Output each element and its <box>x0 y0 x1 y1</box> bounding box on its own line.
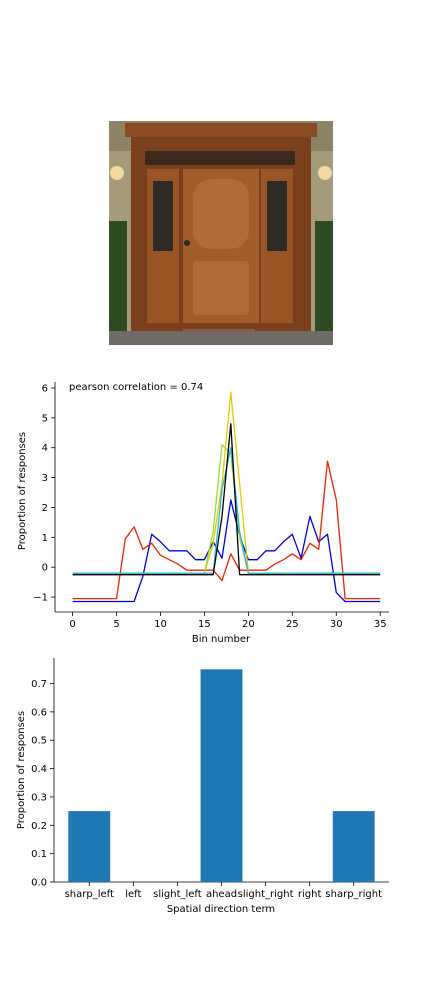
line-chart-annotation: pearson correlation = 0.74 <box>69 382 203 393</box>
photo-transom <box>145 151 295 165</box>
line-chart-x-tick-label: 20 <box>242 619 255 630</box>
photo-lamp-right <box>318 166 332 180</box>
line-chart-x-tick-label: 35 <box>374 619 387 630</box>
photo-sidelight-glass-right <box>267 181 287 251</box>
line-chart-y-tick-label: 1 <box>42 533 48 544</box>
line-chart-y-tick-label: 0 <box>42 563 48 574</box>
bar-chart-x-tick-label: right <box>298 889 322 900</box>
line-chart-y-tick-label: −1 <box>33 593 48 604</box>
photo-door-knob <box>184 240 190 246</box>
line-chart-y-label: Proportion of responses <box>17 432 28 550</box>
line-chart-x-tick-label: 25 <box>286 619 299 630</box>
bar-chart-y-tick-label: 0.1 <box>31 849 47 860</box>
bar-sharp-left <box>68 811 111 882</box>
line-chart-x-tick-label: 10 <box>154 619 167 630</box>
photo-cornice <box>125 123 317 137</box>
line-series-1 <box>72 499 381 603</box>
line-chart-x-tick-label: 30 <box>330 619 343 630</box>
photo-door-panel-top <box>193 179 249 249</box>
line-chart-x-tick-label: 5 <box>113 619 119 630</box>
bar-chart-x-tick-label: left <box>125 889 141 900</box>
door-photo <box>109 121 333 345</box>
bar-chart-y-tick-label: 0.3 <box>31 792 47 803</box>
bar-chart-x-tick-label: sharp_left <box>65 889 114 900</box>
bar-chart-y-tick-label: 0.5 <box>31 736 47 747</box>
line-chart-plot-area: 0 5 10 15 20 25 30 35 −1 0 1 2 3 4 5 6 <box>33 382 389 630</box>
bar-chart-y-label: Proportion of responses <box>16 711 27 829</box>
bar-chart: 0.0 0.1 0.2 0.3 0.4 0.5 0.6 0.7 sharp_left left sl… <box>16 658 389 915</box>
bar-chart-x-label: Spatial direction term <box>167 904 275 915</box>
bar-chart-y-tick-label: 0.0 <box>31 878 47 889</box>
line-chart-x-tick-label: 0 <box>69 619 75 630</box>
photo-porch <box>109 331 333 345</box>
bar-chart-plot-area: 0.0 0.1 0.2 0.3 0.4 0.5 0.6 0.7 sharp_left left sl… <box>31 658 389 900</box>
line-series-3 <box>72 391 381 574</box>
bar-chart-y-tick-label: 0.7 <box>31 679 47 690</box>
line-chart-y-tick-label: 2 <box>42 503 48 514</box>
line-series-6 <box>72 423 381 576</box>
bar-chart-x-tick-label: slight_right <box>238 889 294 900</box>
bar-chart-y-tick-label: 0.2 <box>31 821 47 832</box>
bar-chart-y-tick-label: 0.4 <box>31 764 47 775</box>
photo-door-panel-bottom <box>193 261 249 315</box>
line-series-2 <box>72 460 381 600</box>
bar-sharp-right <box>332 811 375 882</box>
bar-chart-x-tick-label: ahead <box>206 889 237 900</box>
photo-sidelight-glass-left <box>153 181 173 251</box>
line-chart-y-tick-label: 6 <box>42 383 48 394</box>
line-chart-x-label: Bin number <box>192 634 251 645</box>
line-chart-x-tick-label: 15 <box>198 619 211 630</box>
photo-shrub-right <box>315 221 333 331</box>
bar-chart-x-tick-label: sharp_right <box>325 889 382 900</box>
photo-shrub-left <box>109 221 127 331</box>
line-chart-y-tick-label: 4 <box>42 443 48 454</box>
line-chart-y-tick-label: 3 <box>42 473 48 484</box>
bar-ahead <box>200 669 243 882</box>
line-chart: 0 5 10 15 20 25 30 35 −1 0 1 2 3 4 5 6 pearson correlat… <box>17 382 389 645</box>
line-chart-y-tick-label: 5 <box>42 413 48 424</box>
bar-chart-x-tick-label: slight_left <box>153 889 202 900</box>
bar-chart-y-tick-label: 0.6 <box>31 707 47 718</box>
photo-lamp-left <box>110 166 124 180</box>
